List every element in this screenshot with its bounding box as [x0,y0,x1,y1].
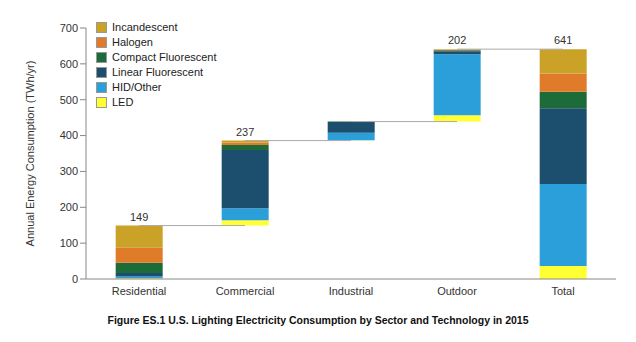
html-text:Incandescent: Incandescent [112,21,178,33]
html-text:Figure ES.1 U.S. Lighting Elec: Figure ES.1 U.S. Lighting Electricity Co… [107,314,529,326]
svg-text:237: 237 [236,126,254,138]
svg-text:300: 300 [60,165,78,177]
html-text:Compact Fluorescent: Compact Fluorescent [112,51,217,63]
svg-text:Commercial: Commercial [216,285,275,297]
html-text:LED: LED [112,96,134,108]
svg-text:Residential: Residential [112,285,166,297]
svg-text:202: 202 [448,34,466,46]
svg-text:Outdoor: Outdoor [437,285,477,297]
svg-text:600: 600 [60,58,78,70]
html-text:Halogen: Halogen [112,36,153,48]
svg-text:Annual Energy Consumption (TWh: Annual Energy Consumption (TWh/yr) [24,61,36,247]
svg-text:641: 641 [554,34,572,46]
svg-text:400: 400 [60,129,78,141]
svg-text:700: 700 [60,22,78,34]
svg-text:100: 100 [60,237,78,249]
svg-text:149: 149 [130,211,148,223]
html-text:Linear Fluorescent: Linear Fluorescent [112,66,204,78]
svg-text:Total: Total [551,285,574,297]
html-text:HID/Other: HID/Other [112,81,162,93]
svg-text:200: 200 [60,201,78,213]
svg-text:500: 500 [60,94,78,106]
svg-text:0: 0 [72,273,78,285]
svg-text:Industrial: Industrial [329,285,374,297]
